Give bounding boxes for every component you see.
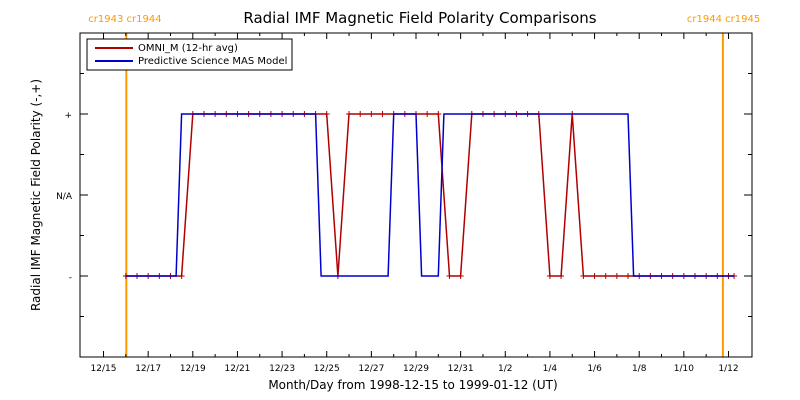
data-point-omni (591, 273, 598, 279)
x-tick-label: 12/19 (180, 364, 206, 374)
data-point-omni (368, 111, 375, 117)
data-point-omni (424, 111, 431, 117)
data-point-omni (178, 273, 185, 279)
data-point-omni (613, 273, 620, 279)
data-point-omni (446, 273, 453, 279)
data-point-omni (546, 273, 553, 279)
x-tick-label: 12/21 (224, 364, 250, 374)
carrington-markers: cr1943 cr1944 cr1944 cr1945 (88, 14, 760, 357)
x-tick-label: 1/10 (674, 364, 694, 374)
x-tick-label: 1/2 (498, 364, 512, 374)
x-tick-label: 12/27 (358, 364, 384, 374)
x-tick-label: 12/31 (448, 364, 474, 374)
data-point-omni (346, 111, 353, 117)
legend-label-omni: OMNI_M (12-hr avg) (138, 43, 238, 54)
x-tick-label: 1/8 (632, 364, 647, 374)
series-layer (122, 111, 738, 279)
y-tick-label: N/A (56, 192, 73, 202)
x-tick-label: 12/25 (314, 364, 340, 374)
data-point-omni (379, 111, 386, 117)
data-point-omni (558, 273, 565, 279)
series-line-mas (125, 113, 735, 277)
data-point-omni (625, 273, 632, 279)
legend: OMNI_M (12-hr avg) Predictive Science MA… (86, 38, 293, 71)
x-tick-label: 12/17 (135, 364, 161, 374)
data-point-omni (435, 111, 442, 117)
x-tick-label: 1/6 (587, 364, 602, 374)
y-tick-label: + (64, 111, 72, 121)
x-axis-label: Month/Day from 1998-12-15 to 1999-01-12 … (268, 378, 557, 392)
x-tick-label: 12/15 (91, 364, 117, 374)
y-axis: + N/A - (56, 32, 752, 358)
x-tick-label: 12/29 (403, 364, 429, 374)
legend-box (86, 38, 293, 71)
x-tick-label: 1/4 (543, 364, 558, 374)
y-axis-label: Radial IMF Magnetic Field Polarity (-,+) (29, 79, 43, 311)
legend-label-mas: Predictive Science MAS Model (138, 56, 287, 67)
y-tick-label: - (69, 273, 72, 283)
x-axis: 12/15 12/17 12/19 12/21 12/23 12/25 12/27 12/29… (91, 33, 739, 374)
x-tick-label: 12/23 (269, 364, 295, 374)
carrington-label: cr1944 cr1945 (687, 14, 760, 25)
plot-frame (79, 32, 753, 358)
chart-title: Radial IMF Magnetic Field Polarity Compa… (243, 9, 596, 27)
x-tick-label: 1/12 (718, 364, 738, 374)
carrington-label: cr1943 cr1944 (88, 14, 161, 25)
data-point-omni (323, 111, 330, 117)
data-point-omni (357, 111, 364, 117)
series-line-omni (125, 113, 735, 277)
data-point-omni (580, 273, 587, 279)
data-point-omni (457, 273, 464, 279)
data-point-omni (602, 273, 609, 279)
